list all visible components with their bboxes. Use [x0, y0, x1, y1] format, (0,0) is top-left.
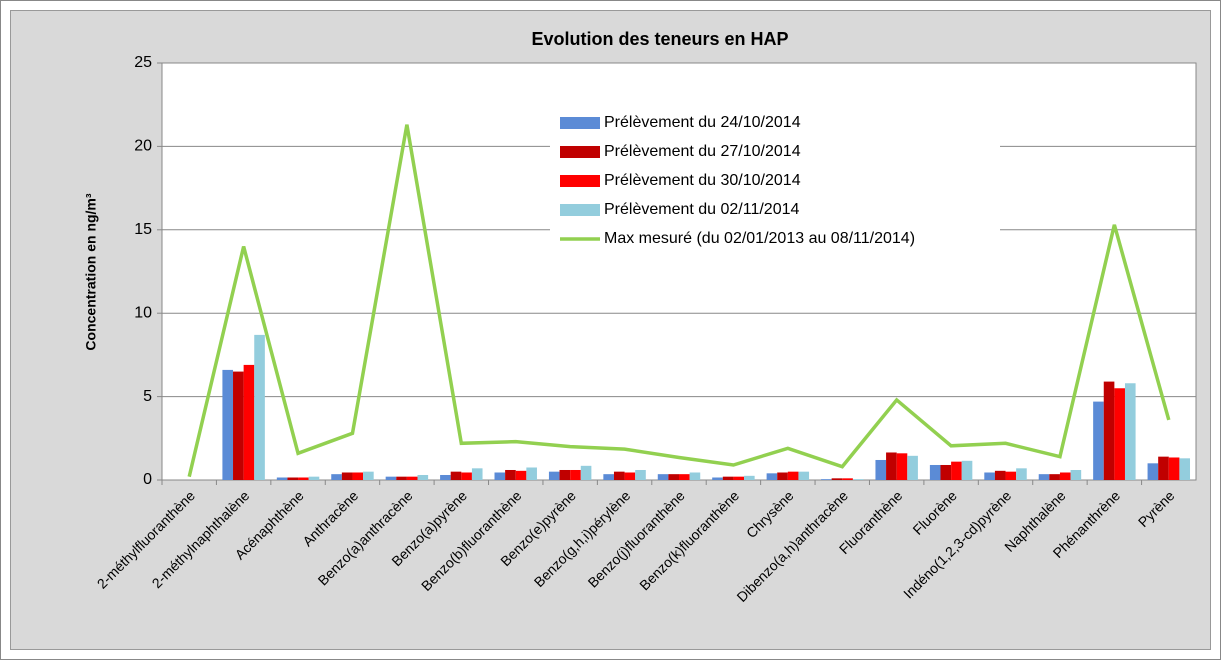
bar — [1124, 383, 1136, 480]
legend-label: Prélèvement du 02/11/2014 — [604, 201, 800, 218]
legend-swatch — [560, 146, 600, 158]
bar — [821, 479, 832, 480]
bar — [1158, 456, 1169, 480]
bar — [548, 471, 560, 480]
bar — [1049, 474, 1060, 480]
bar — [842, 478, 853, 480]
bar — [1059, 472, 1071, 480]
bar — [406, 476, 418, 480]
bar — [1147, 463, 1159, 480]
bar — [287, 477, 299, 480]
bar — [1093, 401, 1104, 480]
legend-label: Prélèvement du 30/10/2014 — [604, 172, 801, 189]
bar — [331, 474, 342, 480]
bar — [722, 476, 734, 480]
bar — [798, 471, 810, 480]
bar — [1168, 457, 1180, 480]
bar — [494, 472, 506, 480]
bar — [852, 479, 864, 480]
y-tick-label: 5 — [143, 388, 152, 405]
bar — [907, 455, 918, 480]
bar — [929, 464, 941, 480]
legend-label: Prélèvement du 24/10/2014 — [604, 114, 801, 131]
bar — [984, 472, 995, 480]
bar — [1016, 468, 1027, 480]
bar — [744, 475, 755, 480]
bar — [417, 474, 429, 480]
bar — [1070, 469, 1082, 480]
bar — [1114, 388, 1125, 480]
legend-label: Max mesuré (du 02/01/2013 au 08/11/2014) — [604, 230, 915, 247]
legend-swatch — [560, 175, 600, 187]
bar — [831, 478, 843, 480]
bar — [450, 471, 462, 480]
y-tick-label: 20 — [134, 138, 152, 155]
bar — [896, 453, 908, 480]
y-axis-label: Concentration en ng/m³ — [83, 193, 99, 350]
legend-swatch — [560, 204, 600, 216]
y-tick-label: 0 — [143, 471, 152, 488]
bar — [1005, 471, 1017, 480]
bar — [668, 474, 679, 480]
bar — [254, 334, 265, 480]
bar — [733, 476, 745, 480]
legend-label: Prélèvement du 27/10/2014 — [604, 143, 801, 160]
bar — [505, 469, 516, 480]
bar — [1179, 458, 1191, 480]
legend-box — [550, 104, 1000, 264]
bar — [613, 471, 625, 480]
bar — [1038, 474, 1050, 480]
bar — [570, 469, 581, 480]
bar — [440, 474, 451, 480]
bar — [276, 477, 288, 480]
bar — [1103, 381, 1115, 480]
bar — [526, 467, 537, 480]
bar — [624, 472, 636, 480]
bar — [787, 471, 799, 480]
bar — [777, 472, 788, 480]
bar — [298, 477, 309, 480]
bar — [766, 473, 778, 480]
bar — [222, 369, 234, 480]
bar — [243, 364, 255, 480]
bar — [385, 476, 397, 480]
bar — [603, 474, 614, 480]
bar — [635, 469, 646, 480]
chart-title: Evolution des teneurs en HAP — [531, 29, 788, 49]
bar — [961, 460, 973, 480]
bar — [940, 464, 952, 480]
bar — [712, 477, 723, 480]
bar — [886, 452, 897, 480]
bar — [679, 474, 690, 480]
bar — [951, 461, 962, 480]
bar — [233, 371, 244, 480]
legend-swatch — [560, 117, 600, 129]
y-tick-label: 25 — [134, 54, 152, 71]
bar — [994, 470, 1006, 480]
y-tick-label: 15 — [134, 221, 152, 238]
bar — [689, 472, 701, 480]
bar — [515, 470, 527, 480]
bar — [341, 472, 353, 480]
bar — [461, 472, 472, 480]
bar — [657, 474, 669, 480]
bar — [363, 471, 374, 480]
bar — [580, 465, 592, 480]
y-tick-label: 10 — [134, 304, 152, 321]
bar — [559, 469, 571, 480]
bar — [471, 468, 483, 480]
bar — [396, 476, 407, 480]
line — [187, 124, 1171, 478]
bar — [875, 459, 887, 480]
bar — [308, 476, 320, 480]
bar — [352, 472, 364, 480]
